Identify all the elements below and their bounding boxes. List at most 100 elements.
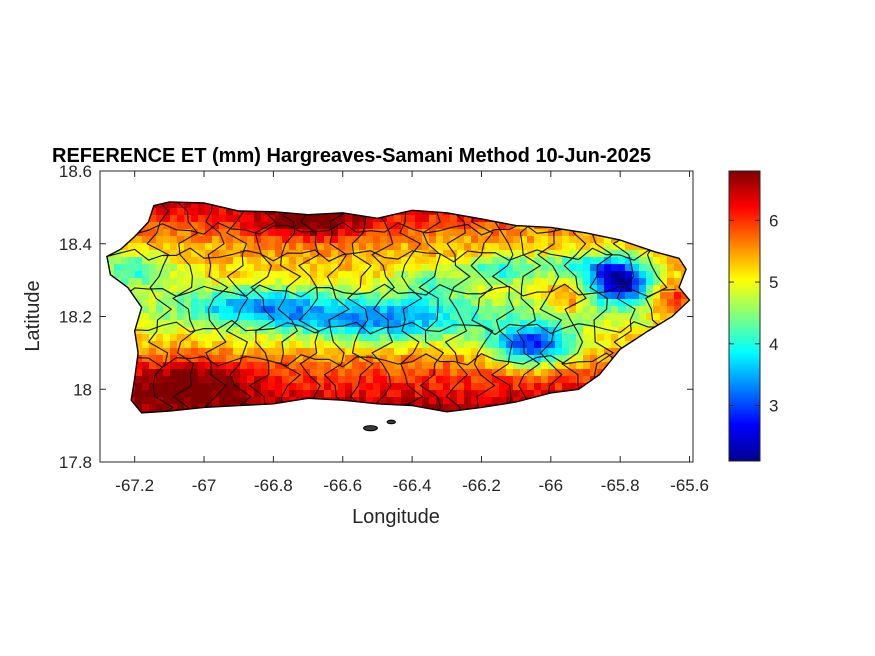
heat-cell <box>345 320 353 328</box>
heat-cell <box>121 278 129 286</box>
heat-cell <box>583 271 591 279</box>
heat-cell <box>268 243 276 251</box>
heat-cell <box>632 278 640 286</box>
heat-cell <box>184 201 192 209</box>
heat-cell <box>163 376 171 384</box>
heat-cell <box>289 334 297 342</box>
heat-cell <box>401 362 409 370</box>
heat-cell <box>135 383 143 391</box>
heat-cell <box>366 320 374 328</box>
heat-cell <box>583 313 591 321</box>
heat-cell <box>436 334 444 342</box>
heat-cell <box>170 264 178 272</box>
heat-cell <box>625 264 633 272</box>
heat-cell <box>583 264 591 272</box>
heat-cell <box>611 250 619 258</box>
heat-cell <box>191 285 199 293</box>
heat-cell <box>485 362 493 370</box>
heat-cell <box>212 222 220 230</box>
heat-cell <box>184 390 192 398</box>
heat-cell <box>513 278 521 286</box>
heat-cell <box>282 334 290 342</box>
heat-cell <box>415 278 423 286</box>
heat-cell <box>310 222 318 230</box>
heat-cell <box>401 376 409 384</box>
heat-cell <box>485 299 493 307</box>
heat-cell <box>261 285 269 293</box>
heat-cell <box>282 390 290 398</box>
heat-cell <box>590 243 598 251</box>
heat-cell <box>464 362 472 370</box>
heat-cell <box>240 222 248 230</box>
heat-cell <box>261 327 269 335</box>
y-axis-label: Latitude <box>22 280 44 351</box>
heat-cell <box>569 327 577 335</box>
heat-cell <box>457 250 465 258</box>
heat-cell <box>639 306 647 314</box>
heat-cell <box>240 334 248 342</box>
municipality-boundary <box>490 201 517 413</box>
heat-cell <box>450 313 458 321</box>
heat-cell <box>443 327 451 335</box>
heat-cell <box>429 355 437 363</box>
heat-cell <box>380 215 388 223</box>
y-tick-label: 18 <box>73 380 92 399</box>
heat-cell <box>471 369 479 377</box>
heat-cell <box>149 222 157 230</box>
heat-cell <box>506 341 514 349</box>
heat-cell <box>198 278 206 286</box>
heat-cell <box>156 327 164 335</box>
heat-cell <box>240 341 248 349</box>
heat-cell <box>366 243 374 251</box>
heat-cell <box>394 390 402 398</box>
heat-cell <box>177 292 185 300</box>
heat-cell <box>170 376 178 384</box>
heat-cell <box>513 383 521 391</box>
heat-cell <box>149 278 157 286</box>
heat-cell <box>331 306 339 314</box>
heat-cell <box>646 313 654 321</box>
heat-cell <box>408 278 416 286</box>
heat-cell <box>282 229 290 237</box>
heat-cell <box>401 285 409 293</box>
heat-cell <box>219 243 227 251</box>
heat-cell <box>548 243 556 251</box>
heat-cell <box>338 229 346 237</box>
municipality-boundary <box>561 201 587 413</box>
heat-cell <box>429 285 437 293</box>
heat-cell <box>247 243 255 251</box>
heat-cell <box>576 278 584 286</box>
heat-cell <box>135 341 143 349</box>
heat-cell <box>471 334 479 342</box>
heat-cell <box>618 320 626 328</box>
heat-cell <box>296 327 304 335</box>
heat-cell <box>303 341 311 349</box>
heat-cell <box>436 236 444 244</box>
heat-cell <box>191 278 199 286</box>
heat-cell <box>394 334 402 342</box>
heat-cell <box>597 313 605 321</box>
heat-cell <box>583 285 591 293</box>
heat-cell <box>184 299 192 307</box>
heat-cell <box>380 271 388 279</box>
heat-cell <box>345 355 353 363</box>
heat-cell <box>471 292 479 300</box>
heat-cell <box>282 243 290 251</box>
heat-cell <box>597 278 605 286</box>
heat-cell <box>226 285 234 293</box>
heat-cell <box>156 397 164 405</box>
heat-cell <box>240 257 248 265</box>
heat-cell <box>464 313 472 321</box>
heat-cell <box>478 313 486 321</box>
heat-cell <box>142 376 150 384</box>
heat-cell <box>198 292 206 300</box>
heat-cell <box>471 362 479 370</box>
heat-cell <box>681 299 689 307</box>
heat-cell <box>163 215 171 223</box>
heat-cell <box>163 264 171 272</box>
heat-cell <box>478 229 486 237</box>
heat-cell <box>163 229 171 237</box>
heat-cell <box>177 257 185 265</box>
heat-cell <box>422 369 430 377</box>
heat-cell <box>464 299 472 307</box>
